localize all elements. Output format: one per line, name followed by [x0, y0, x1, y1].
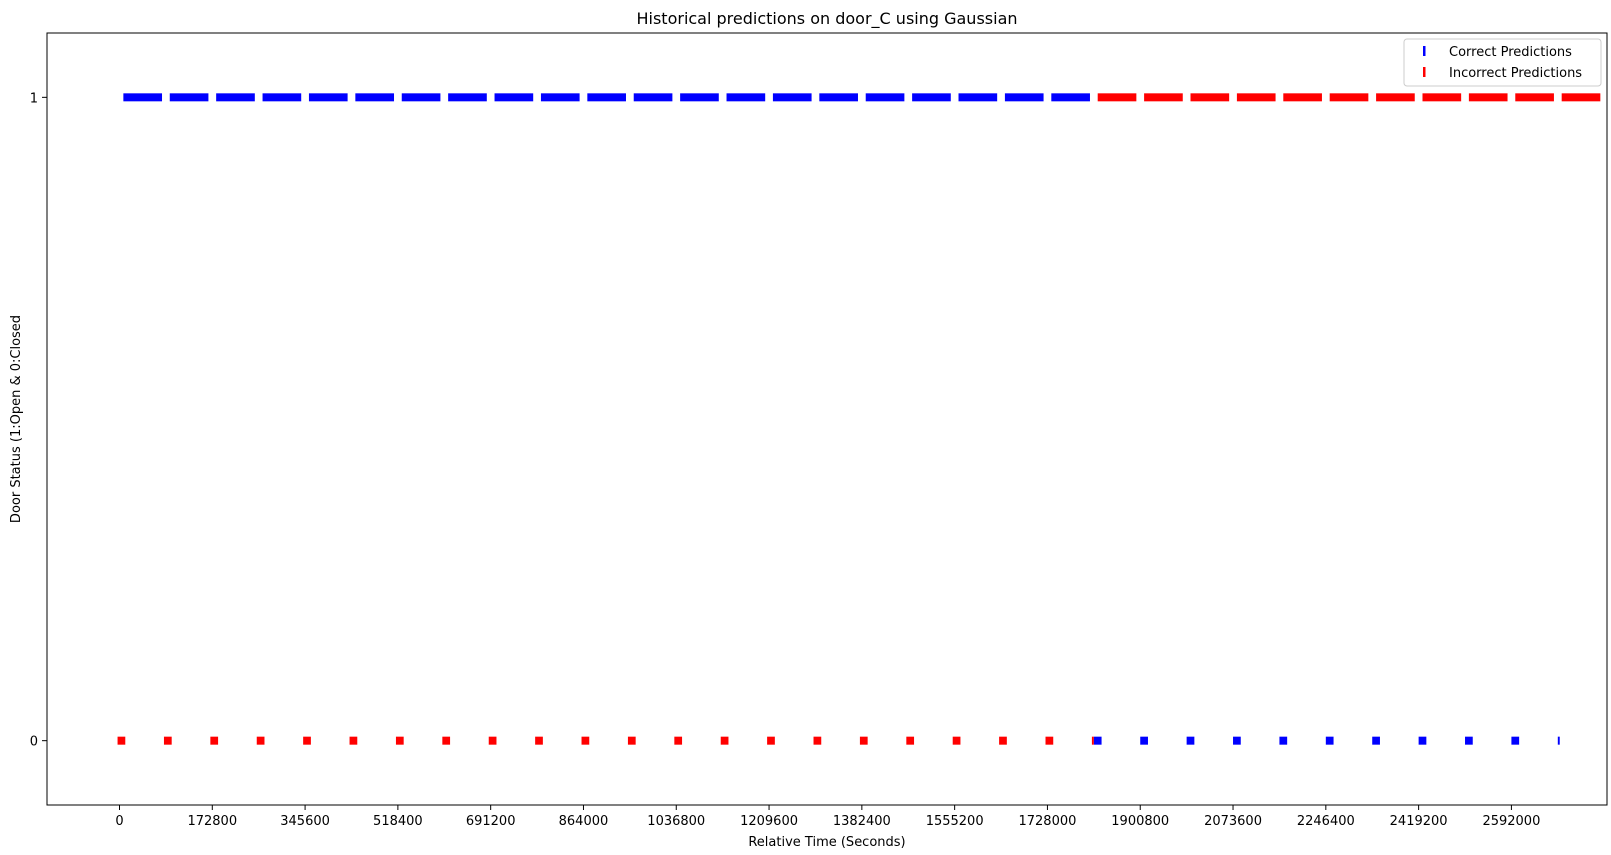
mark-correct-y0-4 [1279, 736, 1288, 745]
mark-correct-y1-4 [308, 93, 348, 102]
mark-correct-y0-7 [1418, 736, 1427, 745]
y-axis: 01 [30, 91, 47, 750]
x-tick-label-0: 0 [115, 814, 123, 829]
x-tick-label-9: 1555200 [926, 814, 984, 829]
x-tick-label-7: 1209600 [740, 814, 798, 829]
legend-swatch-incorrect [1423, 67, 1426, 77]
mark-correct-y0-2 [1186, 736, 1195, 745]
legend-box [1403, 38, 1602, 87]
mark-incorrect-y1-0 [1097, 93, 1137, 102]
mark-incorrect-y0-5 [349, 736, 358, 745]
mark-incorrect-y0-4 [303, 736, 311, 745]
mark-correct-y1-1 [169, 93, 209, 102]
mark-correct-y1-20 [1051, 93, 1090, 102]
mark-incorrect-y0-7 [442, 736, 451, 745]
legend-label-correct: Correct Predictions [1449, 45, 1572, 60]
mark-incorrect-y0-10 [581, 736, 590, 745]
mark-incorrect-y0-16 [859, 736, 868, 745]
mark-incorrect-y0-6 [395, 736, 404, 745]
mark-incorrect-y0-3 [256, 736, 265, 745]
legend-swatch-correct [1423, 46, 1426, 56]
x-tick-label-4: 691200 [466, 814, 516, 829]
mark-correct-y1-16 [865, 93, 905, 102]
x-tick-label-13: 2246400 [1297, 814, 1355, 829]
x-axis: 0 172800 345600 518400 691200 864000 1036800 12… [115, 805, 1540, 829]
mark-incorrect-y0-8 [488, 736, 497, 745]
x-tick-label-2: 345600 [280, 814, 330, 829]
mark-correct-y1-15 [819, 93, 858, 102]
mark-incorrect-y1-9 [1515, 93, 1554, 102]
mark-incorrect-y1-10 [1561, 93, 1601, 102]
mark-incorrect-y1-8 [1468, 93, 1508, 102]
x-tick-label-15: 2592000 [1482, 814, 1540, 829]
mark-incorrect-y1-1 [1144, 93, 1183, 102]
mark-correct-y1-14 [772, 93, 812, 102]
mark-incorrect-y0-9 [535, 736, 543, 745]
mark-correct-y1-0 [123, 93, 163, 102]
mark-correct-y1-19 [1004, 93, 1044, 102]
mark-incorrect-y0-19 [999, 736, 1007, 745]
mark-correct-y1-12 [680, 93, 719, 102]
mark-correct-y0-5 [1325, 736, 1334, 745]
data-marks [117, 93, 1601, 745]
legend-label-incorrect: Incorrect Predictions [1449, 66, 1582, 81]
mark-incorrect-y1-7 [1422, 93, 1462, 102]
mark-correct-y0-9 [1511, 736, 1520, 745]
y-tick-label-0: 0 [30, 735, 38, 750]
legend: Correct Predictions Incorrect Prediction… [1403, 38, 1602, 87]
mark-correct-y1-7 [448, 93, 487, 102]
mark-incorrect-y0-15 [813, 736, 822, 745]
mark-correct-y1-8 [494, 93, 534, 102]
mark-incorrect-y1-6 [1376, 93, 1415, 102]
mark-correct-y1-11 [633, 93, 673, 102]
mark-incorrect-y1-4 [1283, 93, 1322, 102]
mark-correct-y1-2 [216, 93, 255, 102]
mark-incorrect-y1-5 [1329, 93, 1369, 102]
x-tick-label-11: 1900800 [1111, 814, 1169, 829]
x-tick-label-10: 1728000 [1018, 814, 1076, 829]
mark-incorrect-y0-18 [952, 736, 961, 745]
mark-correct-y1-13 [726, 93, 766, 102]
x-tick-label-3: 518400 [373, 814, 423, 829]
mark-correct-y1-17 [912, 93, 951, 102]
x-tick-label-6: 1036800 [647, 814, 705, 829]
mark-incorrect-y0-11 [627, 736, 636, 745]
x-tick-label-8: 1382400 [833, 814, 891, 829]
mark-incorrect-y0-0 [117, 736, 126, 745]
mark-incorrect-y0-2 [210, 736, 219, 745]
x-axis-label: Relative Time (Seconds) [748, 835, 905, 850]
mark-correct-y1-10 [587, 93, 626, 102]
mark-incorrect-y1-3 [1236, 93, 1276, 102]
mark-correct-y0-8 [1465, 736, 1473, 745]
mark-incorrect-y0-14 [767, 736, 775, 745]
mark-correct-y1-3 [262, 93, 302, 102]
y-tick-label-1: 1 [30, 91, 38, 106]
mark-correct-y0-1 [1140, 736, 1148, 745]
mark-incorrect-y0-1 [163, 736, 172, 745]
plot-area-frame [46, 32, 1608, 806]
mark-correct-y0-6 [1372, 736, 1380, 745]
x-tick-label-14: 2419200 [1390, 814, 1448, 829]
mark-incorrect-y0-21 [1091, 736, 1094, 745]
mark-correct-y1-18 [958, 93, 998, 102]
x-tick-label-1: 172800 [187, 814, 237, 829]
mark-correct-y1-6 [401, 93, 441, 102]
x-tick-label-5: 864000 [559, 814, 609, 829]
x-tick-label-12: 2073600 [1204, 814, 1262, 829]
chart-title: Historical predictions on door_C using G… [636, 9, 1017, 29]
mark-incorrect-y0-12 [674, 736, 683, 745]
mark-correct-y0-10 [1557, 736, 1560, 745]
mark-incorrect-y0-13 [720, 736, 729, 745]
mark-correct-y1-5 [355, 93, 395, 102]
mark-incorrect-y0-17 [906, 736, 915, 745]
mark-correct-y0-0 [1093, 736, 1102, 745]
mark-correct-y0-3 [1233, 736, 1241, 745]
mark-incorrect-y0-20 [1045, 736, 1054, 745]
mark-incorrect-y1-2 [1190, 93, 1230, 102]
y-axis-label: Door Status (1:Open & 0:Closed [9, 315, 24, 523]
mark-correct-y1-9 [540, 93, 580, 102]
